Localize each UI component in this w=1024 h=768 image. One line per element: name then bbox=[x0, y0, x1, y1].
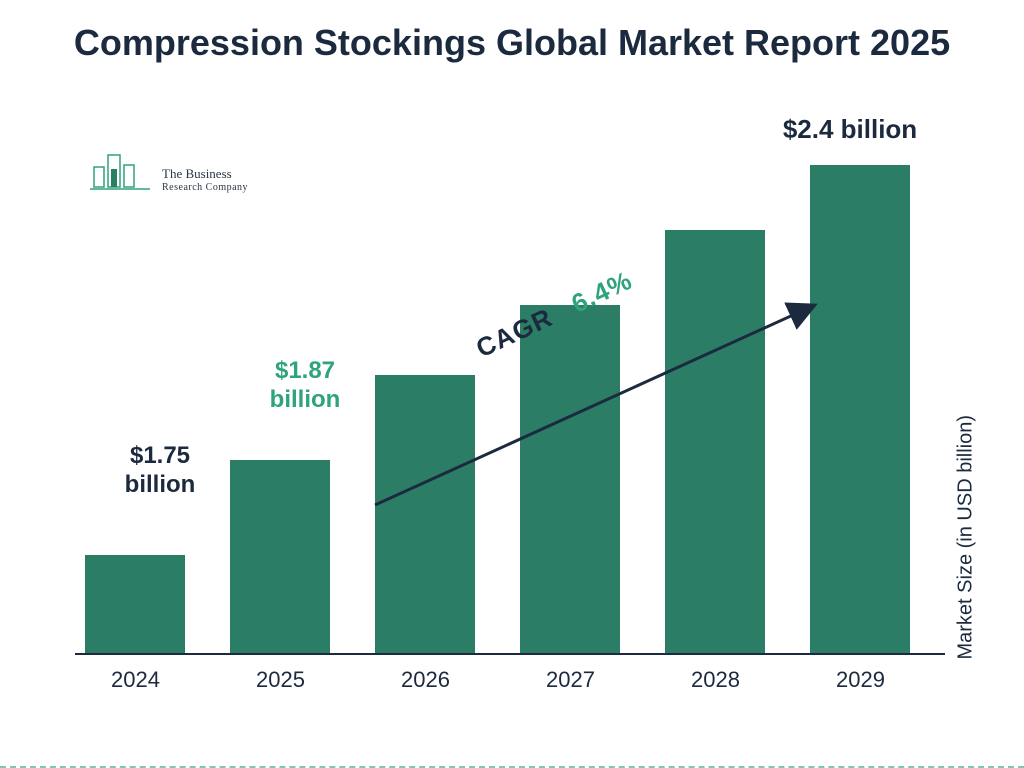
bar bbox=[230, 460, 330, 655]
y-axis-label: Market Size (in USD billion) bbox=[955, 415, 978, 660]
x-tick-label: 2026 bbox=[353, 667, 498, 693]
value-label: $1.87billion bbox=[220, 357, 390, 415]
bar bbox=[85, 555, 185, 655]
chart-page: { "title": "Compression Stockings Global… bbox=[0, 0, 1024, 768]
bar bbox=[375, 375, 475, 655]
x-tick-label: 2029 bbox=[788, 667, 933, 693]
value-label: $2.4 billion bbox=[765, 114, 935, 145]
bar bbox=[810, 165, 910, 655]
bar-chart: 202420252026202720282029$1.75billion$1.8… bbox=[75, 150, 945, 695]
plot-area: 202420252026202720282029$1.75billion$1.8… bbox=[75, 150, 945, 655]
x-axis bbox=[75, 653, 945, 655]
value-label: $1.75billion bbox=[75, 442, 245, 500]
bar bbox=[520, 305, 620, 655]
x-tick-label: 2028 bbox=[643, 667, 788, 693]
x-tick-label: 2027 bbox=[498, 667, 643, 693]
chart-title: Compression Stockings Global Market Repo… bbox=[0, 22, 1024, 63]
x-tick-label: 2025 bbox=[208, 667, 353, 693]
x-tick-label: 2024 bbox=[63, 667, 208, 693]
bar bbox=[665, 230, 765, 655]
